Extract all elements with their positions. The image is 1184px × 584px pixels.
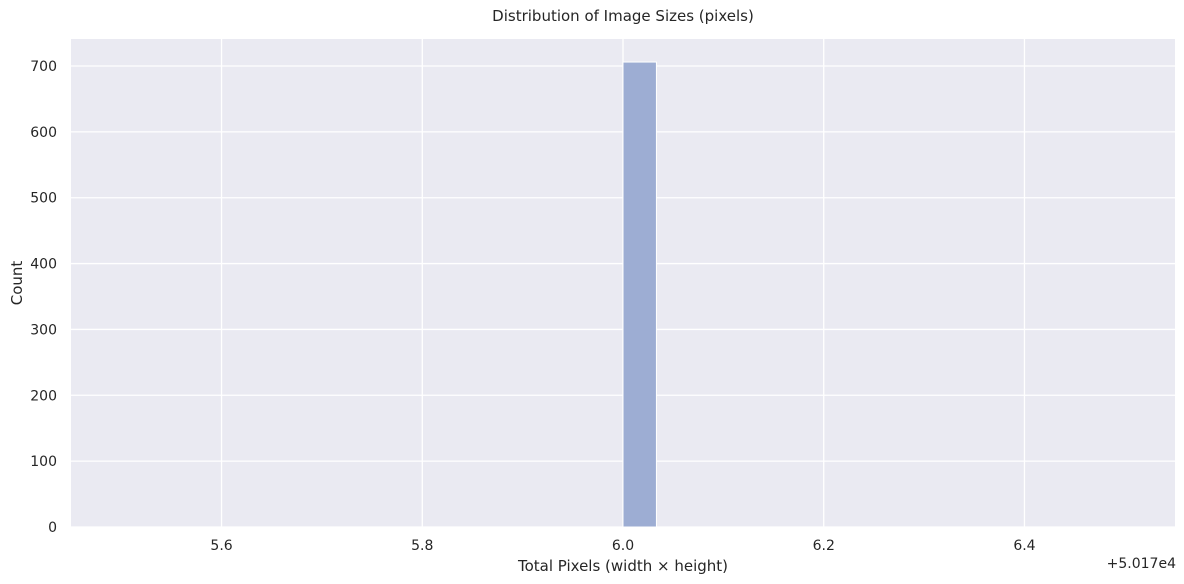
x-tick-label: 5.6 bbox=[210, 538, 232, 554]
x-axis-offset-label: +5.017e4 bbox=[1107, 556, 1176, 572]
y-axis-label: Count bbox=[8, 261, 26, 306]
y-tick-label: 0 bbox=[48, 520, 57, 536]
x-tick-label: 6.2 bbox=[813, 538, 835, 554]
y-tick-label: 700 bbox=[30, 59, 57, 75]
y-tick-label: 500 bbox=[30, 191, 57, 207]
x-tick-label: 6.0 bbox=[612, 538, 634, 554]
y-tick-label: 600 bbox=[30, 125, 57, 141]
y-tick-label: 400 bbox=[30, 257, 57, 273]
histogram-bars bbox=[622, 61, 657, 528]
y-tick-label: 300 bbox=[30, 322, 57, 338]
x-tick-label: 5.8 bbox=[411, 538, 433, 554]
histogram-bar bbox=[622, 61, 657, 528]
x-tick-label: 6.4 bbox=[1013, 538, 1035, 554]
y-tick-label: 100 bbox=[30, 454, 57, 470]
x-tick-labels: 5.6 5.8 6.0 6.2 6.4 bbox=[210, 538, 1035, 554]
y-tick-label: 200 bbox=[30, 388, 57, 404]
y-tick-labels: 0 100 200 300 400 500 600 700 bbox=[30, 59, 57, 536]
chart-title: Distribution of Image Sizes (pixels) bbox=[492, 7, 754, 25]
x-axis-label: Total Pixels (width × height) bbox=[517, 557, 728, 575]
